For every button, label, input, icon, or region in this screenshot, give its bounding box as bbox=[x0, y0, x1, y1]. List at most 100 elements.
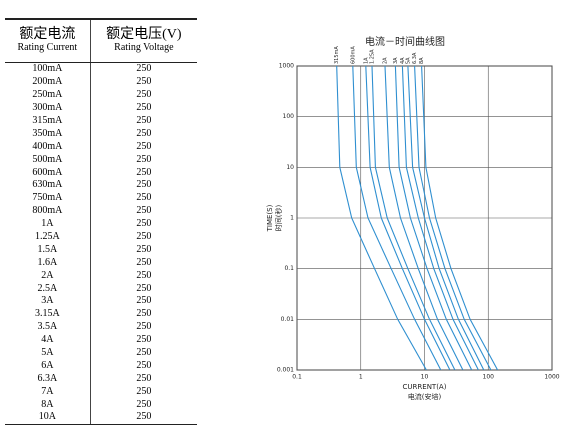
table-row: 3.15A 250 bbox=[5, 307, 197, 321]
table-row: 4A 250 bbox=[5, 333, 197, 347]
table-cell: 630mA bbox=[5, 179, 91, 192]
table-cell: 250 bbox=[136, 153, 152, 165]
table-row: 7A 250 bbox=[5, 385, 197, 399]
table-row: 100mA 250 bbox=[5, 62, 197, 76]
table-cell: 250 bbox=[136, 295, 152, 307]
table-cell: 1.25A bbox=[5, 230, 91, 244]
table-cell: 250 bbox=[136, 347, 152, 359]
table-cell: 8A bbox=[5, 398, 91, 412]
table-cell: 250 bbox=[136, 372, 152, 384]
table-cell: 200mA bbox=[5, 75, 91, 89]
curve bbox=[365, 66, 451, 370]
y-tick-label: 0.001 bbox=[277, 367, 294, 374]
legend-label: 4A bbox=[400, 57, 406, 64]
table-cell: 250 bbox=[136, 115, 152, 126]
table-row: 5A 250 bbox=[5, 346, 197, 360]
column-header: 额定电压(V) Rating Voltage bbox=[90, 18, 197, 63]
table-body: 100mA 250 200mA 250 250mA 250 300mA 250 315mA 250… bbox=[5, 62, 197, 425]
curve bbox=[414, 66, 492, 370]
table-cell: 250 bbox=[136, 398, 152, 410]
table-cell: 250 bbox=[136, 179, 152, 191]
table-row: 3.5A 250 bbox=[5, 320, 197, 334]
table-cell: 250 bbox=[136, 385, 152, 397]
table-cell: 250 bbox=[136, 205, 152, 217]
header-en: Rating Voltage bbox=[114, 42, 174, 53]
table-row: 10A 250 bbox=[5, 411, 197, 425]
x-tick-label: 10 bbox=[421, 374, 429, 381]
table-row: 1.5A 250 bbox=[5, 243, 197, 257]
table-cell: 6.3A bbox=[5, 372, 91, 386]
curve bbox=[421, 66, 499, 370]
table-row: 500mA 250 bbox=[5, 153, 197, 167]
table-cell: 315mA bbox=[5, 114, 91, 128]
table-row: 1.6A 250 bbox=[5, 256, 197, 270]
curve bbox=[394, 66, 473, 370]
table-cell: 250 bbox=[136, 269, 152, 281]
table-cell: 250 bbox=[136, 231, 152, 243]
x-tick-label: 1 bbox=[359, 374, 363, 381]
table-cell: 250 bbox=[136, 282, 152, 294]
table-row: 400mA 250 bbox=[5, 140, 197, 154]
table-cell: 250 bbox=[136, 256, 152, 268]
table-cell: 250 bbox=[136, 140, 152, 152]
curve bbox=[384, 66, 464, 370]
legend-label: 600mA bbox=[350, 46, 356, 64]
table-cell: 10A bbox=[5, 411, 91, 425]
table-cell: 500mA bbox=[5, 153, 91, 167]
x-tick-label: 100 bbox=[483, 374, 495, 381]
table-cell: 100mA bbox=[5, 62, 91, 76]
table-cell: 250 bbox=[136, 102, 152, 114]
table-row: 315mA 250 bbox=[5, 114, 197, 128]
table-cell: 2A bbox=[5, 269, 91, 283]
table-cell: 250 bbox=[136, 359, 152, 371]
table-row: 200mA 250 bbox=[5, 75, 197, 89]
y-tick-label: 1000 bbox=[279, 63, 294, 70]
header-en: Rating Current bbox=[17, 42, 78, 53]
table-cell: 3.15A bbox=[5, 307, 91, 321]
table-cell: 250 bbox=[136, 63, 152, 75]
curve bbox=[336, 66, 427, 370]
rating-table: 额定电流 Rating Current 额定电压(V) Rating Voltage … bbox=[5, 18, 197, 425]
curve bbox=[407, 66, 485, 370]
table-cell: 250 bbox=[136, 243, 152, 255]
table-cell: 7A bbox=[5, 385, 91, 399]
table-cell: 350mA bbox=[5, 127, 91, 141]
table-cell: 250 bbox=[136, 192, 152, 204]
table-row: 1A 250 bbox=[5, 217, 197, 231]
table-cell: 250 bbox=[90, 411, 197, 425]
y-tick-label: 0.01 bbox=[281, 316, 295, 323]
legend-label: 2A bbox=[383, 57, 389, 64]
column-header: 额定电流 Rating Current bbox=[5, 18, 91, 63]
header-cn: 额定电流 bbox=[19, 27, 76, 42]
table-cell: 250 bbox=[136, 89, 152, 101]
table-row: 800mA 250 bbox=[5, 204, 197, 218]
legend-label: 315mA bbox=[334, 46, 340, 64]
table-cell: 400mA bbox=[5, 140, 91, 154]
table-cell: 250 bbox=[136, 76, 152, 88]
table-cell: 2.5A bbox=[5, 282, 91, 296]
y-axis-label: 时间(秒) bbox=[274, 205, 283, 232]
table-row: 6.3A 250 bbox=[5, 372, 197, 386]
table-cell: 250 bbox=[136, 218, 152, 230]
legend-label: 3A bbox=[393, 57, 399, 64]
curves bbox=[336, 66, 499, 370]
table-row: 2A 250 bbox=[5, 269, 197, 283]
table-cell: 1.5A bbox=[5, 243, 91, 257]
table-row: 630mA 250 bbox=[5, 179, 197, 192]
table-cell: 6A bbox=[5, 359, 91, 373]
y-tick-label: 1 bbox=[290, 215, 294, 222]
y-tick-label: 0.1 bbox=[284, 265, 294, 272]
table-cell: 750mA bbox=[5, 191, 91, 205]
table-row: 300mA 250 bbox=[5, 101, 197, 115]
table-cell: 3.5A bbox=[5, 320, 91, 334]
table-cell: 300mA bbox=[5, 101, 91, 115]
legend-label: 8A bbox=[419, 57, 425, 64]
legend-label: 1.25A bbox=[370, 49, 376, 64]
y-tick-label: 100 bbox=[283, 113, 295, 120]
curve bbox=[371, 66, 456, 370]
curve bbox=[401, 66, 479, 370]
x-tick-label: 1000 bbox=[544, 374, 559, 381]
table-cell: 600mA bbox=[5, 166, 91, 180]
